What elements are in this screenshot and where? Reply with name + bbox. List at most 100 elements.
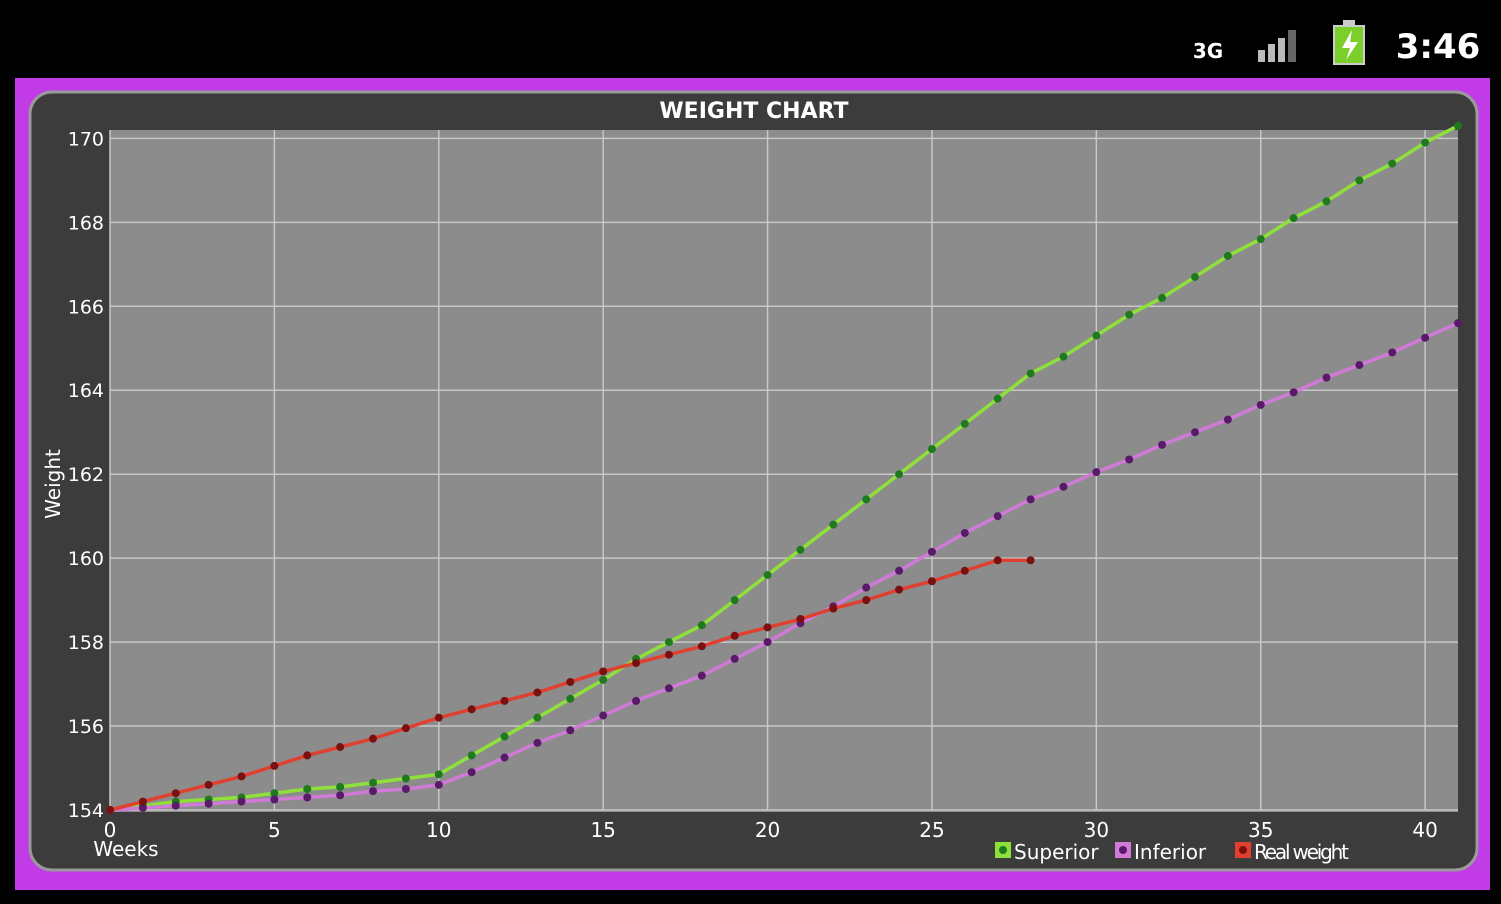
x-tick-label: 40 (1412, 818, 1437, 842)
y-tick-label: 166 (68, 296, 104, 318)
data-point (796, 545, 805, 554)
data-point (500, 753, 509, 762)
data-point (1026, 556, 1035, 565)
data-point (336, 782, 345, 791)
data-point (1256, 400, 1265, 409)
data-point (467, 751, 476, 760)
data-point (138, 797, 147, 806)
data-point (270, 795, 279, 804)
data-point (336, 743, 345, 752)
x-tick-label: 30 (1084, 818, 1109, 842)
data-point (1421, 138, 1430, 147)
data-point (730, 631, 739, 640)
data-point (434, 780, 443, 789)
data-point (829, 520, 838, 529)
data-point (533, 688, 542, 697)
data-point (1289, 214, 1298, 223)
data-point (927, 445, 936, 454)
x-tick-label: 0 (104, 818, 117, 842)
data-point (862, 583, 871, 592)
data-point (303, 785, 312, 794)
data-point (138, 803, 147, 812)
data-point (467, 705, 476, 714)
data-point (730, 596, 739, 605)
x-tick-label: 25 (919, 818, 944, 842)
data-point (1125, 310, 1134, 319)
y-tick-label: 160 (68, 548, 104, 570)
y-tick-label: 168 (68, 212, 104, 234)
data-point (533, 738, 542, 747)
data-point (1158, 440, 1167, 449)
data-point (566, 694, 575, 703)
data-point (1092, 331, 1101, 340)
x-tick-label: 20 (755, 818, 780, 842)
data-point (895, 585, 904, 594)
data-point (763, 638, 772, 647)
data-point (369, 734, 378, 743)
chart-title: WEIGHT CHART (659, 99, 848, 124)
data-point (763, 570, 772, 579)
data-point (401, 724, 410, 733)
data-point (401, 774, 410, 783)
data-point (1322, 373, 1331, 382)
legend-marker (1119, 846, 1127, 854)
series-line (109, 124, 1459, 812)
data-point (993, 556, 1002, 565)
data-point (960, 566, 969, 575)
data-point (763, 623, 772, 632)
data-point (303, 793, 312, 802)
data-point (1125, 455, 1134, 464)
signal-icon (1258, 30, 1296, 62)
data-point (1388, 348, 1397, 357)
data-point (993, 512, 1002, 521)
data-point (632, 659, 641, 668)
data-point (862, 495, 871, 504)
legend-marker (999, 846, 1007, 854)
data-point (1059, 352, 1068, 361)
x-tick-label: 10 (426, 818, 451, 842)
data-point (204, 780, 213, 789)
y-tick-label: 158 (68, 632, 104, 654)
data-point (1421, 333, 1430, 342)
data-point (730, 654, 739, 663)
y-tick-label: 170 (68, 128, 104, 150)
clock: 3:46 (1396, 27, 1481, 67)
data-point (237, 797, 246, 806)
series-line (109, 321, 1459, 812)
data-point (1454, 319, 1462, 328)
data-point (664, 650, 673, 659)
y-tick-label: 164 (68, 380, 104, 402)
data-point (1190, 272, 1199, 281)
data-point (1454, 121, 1462, 130)
data-point (829, 604, 838, 613)
data-point (1388, 159, 1397, 168)
data-point (1256, 235, 1265, 244)
data-point (1355, 176, 1364, 185)
data-point (632, 696, 641, 705)
data-point (237, 772, 246, 781)
y-axis-label: Weight (41, 449, 65, 519)
data-point (796, 615, 805, 624)
legend-label: Inferior (1134, 840, 1207, 864)
status-bar (0, 0, 1501, 78)
data-point (500, 696, 509, 705)
data-point (599, 675, 608, 684)
data-point (1223, 415, 1232, 424)
data-point (1355, 361, 1364, 370)
data-point (434, 713, 443, 722)
data-point (960, 528, 969, 537)
y-tick-label: 154 (68, 800, 104, 822)
data-point (1158, 293, 1167, 302)
data-point (664, 684, 673, 693)
data-point (862, 596, 871, 605)
data-point (171, 789, 180, 798)
data-point (1223, 251, 1232, 260)
data-point (171, 801, 180, 810)
data-point (1026, 495, 1035, 504)
data-point (303, 751, 312, 760)
data-point (369, 778, 378, 787)
data-point (1190, 428, 1199, 437)
data-point (927, 547, 936, 556)
